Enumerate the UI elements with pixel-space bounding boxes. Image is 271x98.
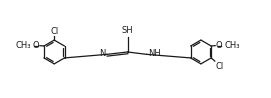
Text: CH₃: CH₃ xyxy=(224,41,240,50)
Text: Cl: Cl xyxy=(50,27,58,36)
Text: N: N xyxy=(99,49,106,58)
Text: SH: SH xyxy=(122,26,133,35)
Text: O: O xyxy=(33,41,40,50)
Text: O: O xyxy=(216,41,222,50)
Text: NH: NH xyxy=(148,49,160,58)
Text: CH₃: CH₃ xyxy=(15,41,31,50)
Text: Cl: Cl xyxy=(215,62,223,71)
